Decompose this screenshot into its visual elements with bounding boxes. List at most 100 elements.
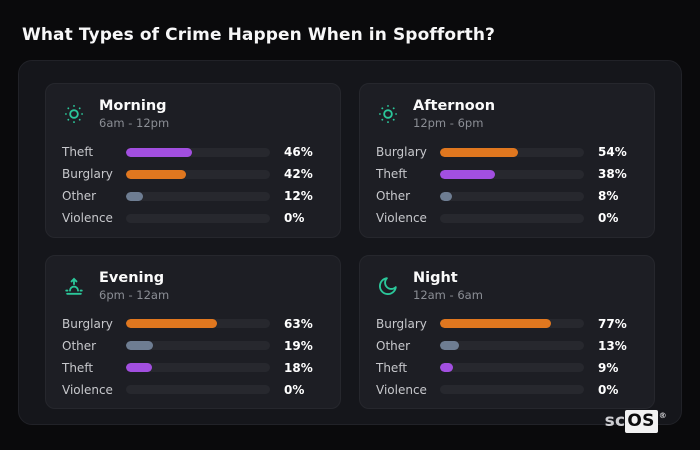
category-label: Theft (62, 360, 94, 375)
value-label: 63% (284, 316, 313, 331)
value-label: 42% (284, 167, 313, 182)
scos-logo: sc OS ® (604, 410, 667, 433)
bar-fill (440, 363, 453, 373)
value-label: 77% (598, 316, 627, 331)
category-label: Theft (376, 360, 408, 375)
bar-row-theft: Theft 38% (376, 167, 638, 182)
bar-row-other: Other 8% (376, 189, 638, 204)
page-title: What Types of Crime Happen When in Spoff… (22, 25, 495, 45)
bar-fill (440, 319, 551, 329)
bar-row-burglary: Burglary 77% (376, 316, 638, 331)
category-label: Theft (62, 145, 94, 160)
bar-track (126, 363, 270, 373)
panel-header: Night 12am - 6am (376, 269, 638, 302)
bar-fill (126, 191, 144, 201)
bar-track (440, 319, 584, 329)
category-label: Violence (376, 211, 427, 226)
sun-icon (376, 102, 400, 126)
bar-track (440, 363, 584, 373)
value-label: 9% (598, 360, 619, 375)
panel-subtitle: 12pm - 6pm (413, 115, 484, 130)
bar-row-theft: Theft 18% (62, 360, 324, 375)
panel-morning: Morning 6am - 12pm Theft 46% Burglary 42% Ot… (45, 83, 341, 238)
category-label: Other (62, 189, 97, 204)
category-label: Other (376, 189, 411, 204)
sun-icon (62, 102, 86, 126)
bar-fill (440, 341, 459, 351)
category-label: Violence (62, 211, 113, 226)
scos-logo-suffix: OS (625, 410, 658, 433)
bar-track (126, 385, 270, 395)
panel-evening: Evening 6pm - 12am Burglary 63% Other 19% Th… (45, 254, 341, 410)
bar-track (126, 147, 270, 157)
panel-night: Night 12am - 6am Burglary 77% Other 13% Thef… (359, 254, 655, 410)
bar-track (126, 169, 270, 179)
panel-subtitle: 6pm - 12am (99, 287, 170, 302)
bar-chart: Theft 46% Burglary 42% Other 12% Violence 0% (62, 145, 324, 226)
bar-row-other: Other 13% (376, 338, 638, 353)
bar-chart: Burglary 77% Other 13% Theft 9% Violence 0% (376, 316, 638, 397)
bar-fill (440, 147, 518, 157)
bar-row-theft: Theft 9% (376, 360, 638, 375)
category-label: Violence (376, 382, 427, 397)
bar-fill (126, 169, 187, 179)
value-label: 46% (284, 145, 313, 160)
category-label: Violence (62, 382, 113, 397)
bar-row-theft: Theft 46% (62, 145, 324, 160)
value-label: 0% (284, 211, 305, 226)
panel-header: Evening 6pm - 12am (62, 269, 324, 302)
bar-track (440, 147, 584, 157)
bar-row-violence: Violence 0% (62, 382, 324, 397)
bar-track (126, 213, 270, 223)
value-label: 54% (598, 145, 627, 160)
bar-fill (126, 319, 217, 329)
bar-chart: Burglary 54% Theft 38% Other 8% Violence 0% (376, 145, 638, 226)
bar-fill (440, 169, 495, 179)
bar-fill (440, 191, 452, 201)
value-label: 38% (598, 167, 627, 182)
panel-title: Afternoon (413, 98, 496, 114)
scos-logo-prefix: sc (604, 411, 626, 431)
value-label: 19% (284, 338, 313, 353)
category-label: Other (376, 338, 411, 353)
bar-track (440, 169, 584, 179)
category-label: Burglary (376, 316, 427, 331)
category-label: Theft (376, 167, 408, 182)
panel-header: Afternoon 12pm - 6pm (376, 97, 638, 130)
bar-row-burglary: Burglary 54% (376, 145, 638, 160)
bar-fill (126, 147, 193, 157)
panel-title: Morning (99, 98, 167, 114)
bar-row-violence: Violence 0% (376, 382, 638, 397)
value-label: 0% (284, 382, 305, 397)
value-label: 18% (284, 360, 313, 375)
bar-fill (126, 363, 152, 373)
panel-afternoon: Afternoon 12pm - 6pm Burglary 54% Theft 38%… (359, 83, 655, 238)
value-label: 8% (598, 189, 619, 204)
category-label: Burglary (62, 316, 113, 331)
panel-header: Morning 6am - 12pm (62, 97, 324, 130)
panel-title: Evening (99, 269, 165, 286)
bar-track (126, 319, 270, 329)
panel-subtitle: 12am - 6am (413, 287, 483, 302)
category-label: Other (62, 338, 97, 353)
value-label: 13% (598, 338, 627, 353)
panel-subtitle: 6am - 12pm (99, 115, 170, 130)
sunrise-icon (62, 274, 86, 298)
moon-icon (376, 274, 400, 298)
value-label: 0% (598, 211, 619, 226)
crime-times-container: Morning 6am - 12pm Theft 46% Burglary 42% Ot… (18, 60, 682, 425)
category-label: Burglary (62, 167, 113, 182)
bar-track (126, 341, 270, 351)
bar-row-violence: Violence 0% (376, 211, 638, 226)
bar-row-burglary: Burglary 63% (62, 316, 324, 331)
panel-title: Night (413, 269, 458, 286)
bar-chart: Burglary 63% Other 19% Theft 18% Violence 0% (62, 316, 324, 397)
bar-track (440, 385, 584, 395)
bar-row-burglary: Burglary 42% (62, 167, 324, 182)
bar-row-other: Other 12% (62, 189, 324, 204)
value-label: 12% (284, 189, 313, 204)
bar-fill (126, 341, 154, 351)
category-label: Burglary (376, 145, 427, 160)
value-label: 0% (598, 382, 619, 397)
bar-track (440, 341, 584, 351)
